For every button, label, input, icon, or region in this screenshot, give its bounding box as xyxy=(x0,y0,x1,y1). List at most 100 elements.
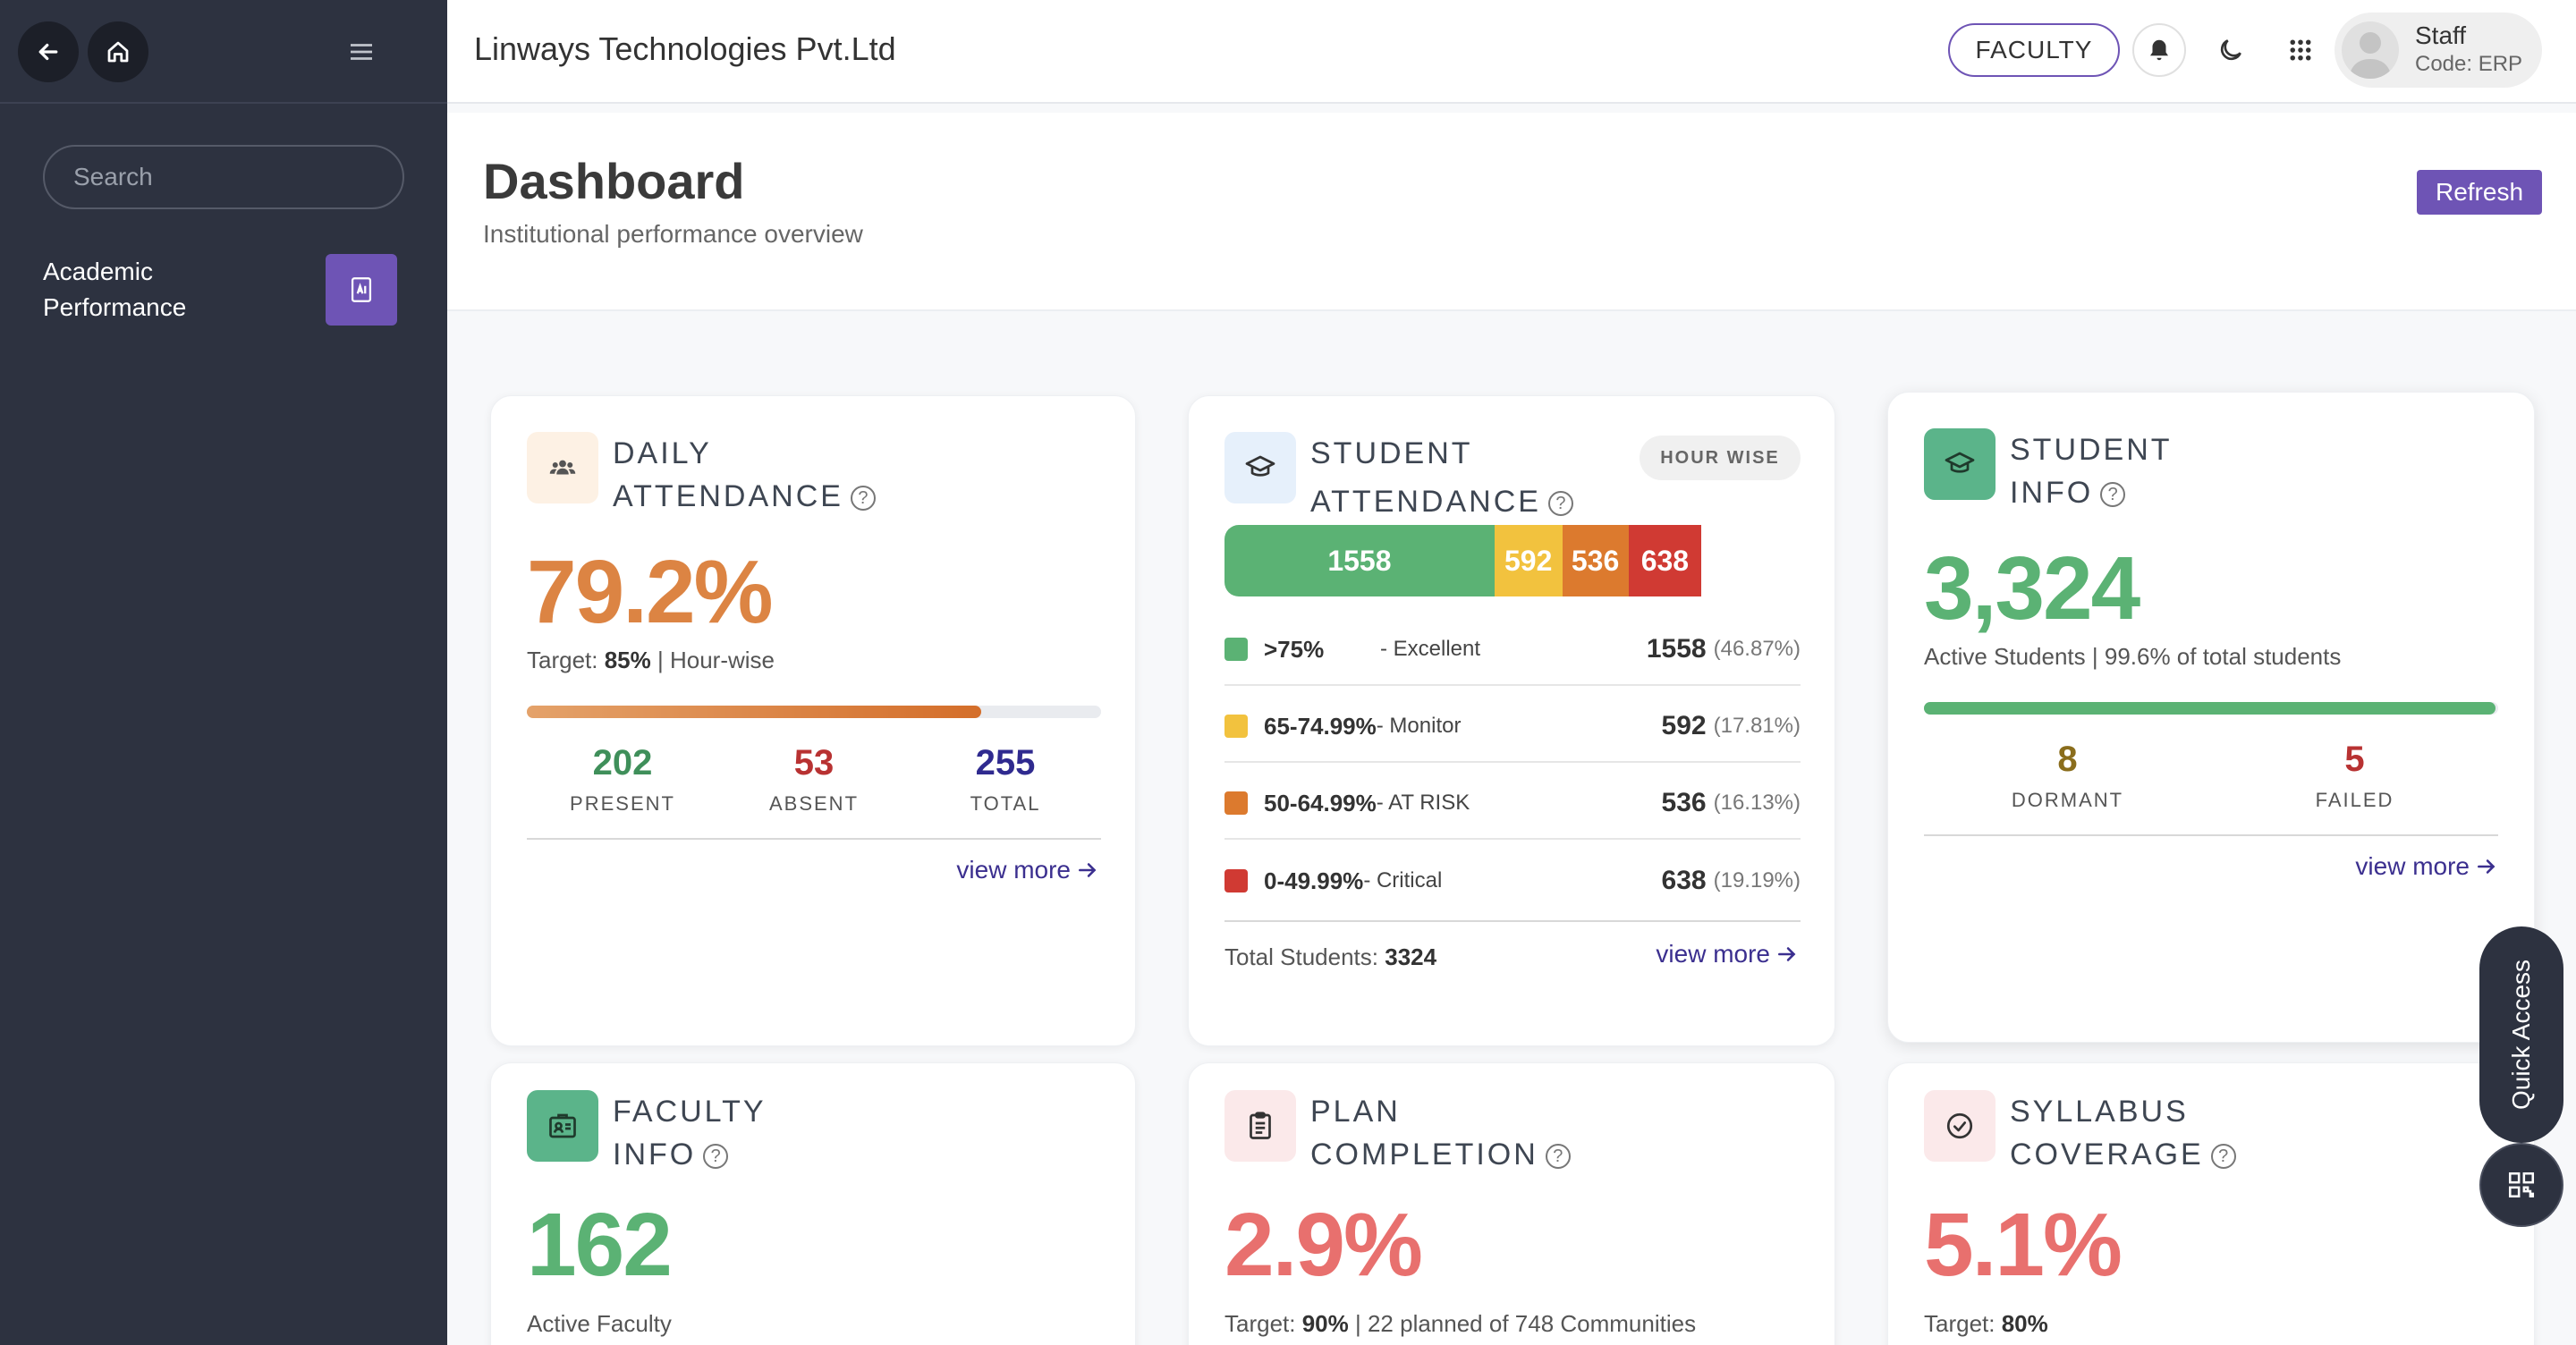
total-students-line: Total Students: 3324 xyxy=(1224,943,1437,970)
syllabus-coverage-target: Target: 80% xyxy=(1924,1310,2048,1337)
absent-stat: 53 ABSENT xyxy=(724,743,903,816)
clipboard-icon xyxy=(1224,1090,1296,1162)
legend-count: 1558 xyxy=(1646,634,1707,664)
attendance-legend-row: 0-49.99% - Critical 638 (19.19%) xyxy=(1224,845,1801,917)
card-title-line2: ATTENDANCE xyxy=(613,479,843,513)
role-switch-button[interactable]: FACULTY xyxy=(1948,23,2120,77)
arrow-right-icon xyxy=(1778,947,1796,961)
present-count: 202 xyxy=(592,743,653,782)
quick-access-label: Quick Access xyxy=(2507,959,2535,1111)
home-icon xyxy=(107,41,129,63)
attendance-progress-track xyxy=(527,706,1101,718)
graduation-cap-icon xyxy=(1924,428,1996,500)
absent-count: 53 xyxy=(793,743,835,782)
student-info-view-more[interactable]: view more xyxy=(2355,852,2498,881)
page-subtitle: Institutional performance overview xyxy=(483,220,863,248)
graduation-cap-icon xyxy=(1224,432,1296,503)
user-code: Code: ERP xyxy=(2415,52,2523,76)
help-icon[interactable]: ? xyxy=(1545,1144,1571,1170)
card-title-line1: STUDENT xyxy=(1310,436,1473,470)
help-icon[interactable]: ? xyxy=(2100,482,2126,508)
qr-code-button[interactable] xyxy=(2479,1143,2563,1227)
id-badge-icon xyxy=(527,1090,598,1162)
attendance-segment: 592 xyxy=(1494,525,1563,596)
legend-pct: (46.87%) xyxy=(1713,637,1801,661)
refresh-button[interactable]: Refresh xyxy=(2417,170,2542,215)
page-title: Dashboard xyxy=(483,153,745,209)
syllabus-coverage-value: 5.1% xyxy=(1924,1195,2123,1295)
faculty-info-value: 162 xyxy=(527,1195,673,1295)
legend-swatch xyxy=(1224,638,1248,661)
back-button[interactable] xyxy=(18,21,79,82)
faculty-info-sub: Active Faculty xyxy=(527,1310,672,1337)
failed-count: 5 xyxy=(2344,740,2365,779)
notifications-button[interactable] xyxy=(2132,23,2186,77)
qr-code-icon xyxy=(2508,1172,2535,1198)
attendance-legend-row: 65-74.99% - Monitor 592 (17.81%) xyxy=(1224,691,1801,763)
user-menu[interactable]: Staff Code: ERP xyxy=(2334,13,2542,88)
card-title-line1: FACULTY xyxy=(613,1095,767,1129)
attendance-segment: 1558 xyxy=(1224,525,1495,596)
home-button[interactable] xyxy=(88,21,148,82)
dormant-label: DORMANT xyxy=(2011,789,2124,811)
check-circle-icon xyxy=(1924,1090,1996,1162)
sidebar-search xyxy=(43,145,404,209)
student-attendance-view-more[interactable]: view more xyxy=(1656,940,1799,969)
legend-desc: - AT RISK xyxy=(1376,791,1470,815)
apps-launcher-button[interactable] xyxy=(2274,23,2327,77)
student-info-sub: Active Students | 99.6% of total student… xyxy=(1924,643,2342,670)
sidebar-top xyxy=(0,0,447,104)
legend-range: 50-64.99% xyxy=(1264,789,1377,816)
legend-pct: (17.81%) xyxy=(1713,714,1801,738)
dark-mode-toggle[interactable] xyxy=(2204,23,2258,77)
help-icon[interactable]: ? xyxy=(850,486,876,512)
arrow-right-icon xyxy=(1079,863,1097,877)
total-label: TOTAL xyxy=(970,792,1041,815)
plan-completion-target: Target: 90% | 22 planned of 748 Communit… xyxy=(1224,1310,1697,1337)
attendance-progress-fill xyxy=(527,706,982,718)
legend-desc: - Critical xyxy=(1363,868,1443,892)
student-info-value: 3,324 xyxy=(1924,538,2140,639)
plan-completion-value: 2.9% xyxy=(1224,1195,1423,1295)
daily-attendance-value: 79.2% xyxy=(527,542,774,642)
legend-pct: (16.13%) xyxy=(1713,791,1801,815)
arrow-right-icon xyxy=(2478,859,2496,874)
student-attendance-card: STUDENT ATTENDANCE? HOUR WISE 1558 592 536… xyxy=(1188,395,1835,1046)
divider xyxy=(1224,920,1801,922)
legend-range: 65-74.99% xyxy=(1264,712,1377,740)
attendance-segment: 536 xyxy=(1562,525,1629,596)
card-title-line2: INFO xyxy=(2010,476,2094,510)
top-header: Linways Technologies Pvt.Ltd FACULTY Sta… xyxy=(447,0,2576,104)
sidebar: Academic Performance xyxy=(0,0,447,1345)
divider xyxy=(1924,834,2498,836)
dormant-count: 8 xyxy=(2057,740,2078,779)
help-icon[interactable]: ? xyxy=(2210,1144,2236,1170)
legend-count: 638 xyxy=(1661,866,1707,895)
sidebar-item-academic-performance[interactable]: Academic Performance xyxy=(43,252,397,327)
legend-desc: - Monitor xyxy=(1376,714,1462,738)
legend-count: 592 xyxy=(1661,711,1707,740)
users-group-icon xyxy=(527,432,598,503)
daily-attendance-card: DAILY ATTENDANCE? 79.2% Target: 85% | Ho… xyxy=(490,395,1136,1046)
search-input[interactable] xyxy=(73,163,396,191)
arrow-left-icon xyxy=(38,43,58,61)
help-icon[interactable]: ? xyxy=(703,1144,729,1170)
legend-swatch xyxy=(1224,715,1248,738)
quick-access-button[interactable]: Quick Access xyxy=(2479,926,2563,1143)
failed-stat: 5 FAILED xyxy=(2266,740,2445,812)
legend-range: 0-49.99% xyxy=(1264,867,1364,894)
hour-wise-toggle[interactable]: HOUR WISE xyxy=(1640,436,1801,480)
attendance-segment: 638 xyxy=(1628,525,1702,596)
legend-count: 536 xyxy=(1661,788,1707,817)
card-title-line2: INFO xyxy=(613,1138,697,1172)
menu-icon[interactable] xyxy=(345,36,377,68)
legend-pct: (19.19%) xyxy=(1713,868,1801,892)
student-info-card: STUDENT INFO? 3,324 Active Students | 99… xyxy=(1887,392,2535,1043)
moon-icon xyxy=(2220,39,2241,61)
help-icon[interactable]: ? xyxy=(1547,491,1573,517)
card-title-line1: DAILY xyxy=(613,436,712,470)
card-title-line1: STUDENT xyxy=(2010,433,2173,467)
daily-attendance-view-more[interactable]: view more xyxy=(956,856,1099,884)
attendance-legend-row: 50-64.99% - AT RISK 536 (16.13%) xyxy=(1224,768,1801,840)
plan-completion-card: PLAN COMPLETION? 2.9% Target: 90% | 22 p… xyxy=(1188,1062,1835,1345)
